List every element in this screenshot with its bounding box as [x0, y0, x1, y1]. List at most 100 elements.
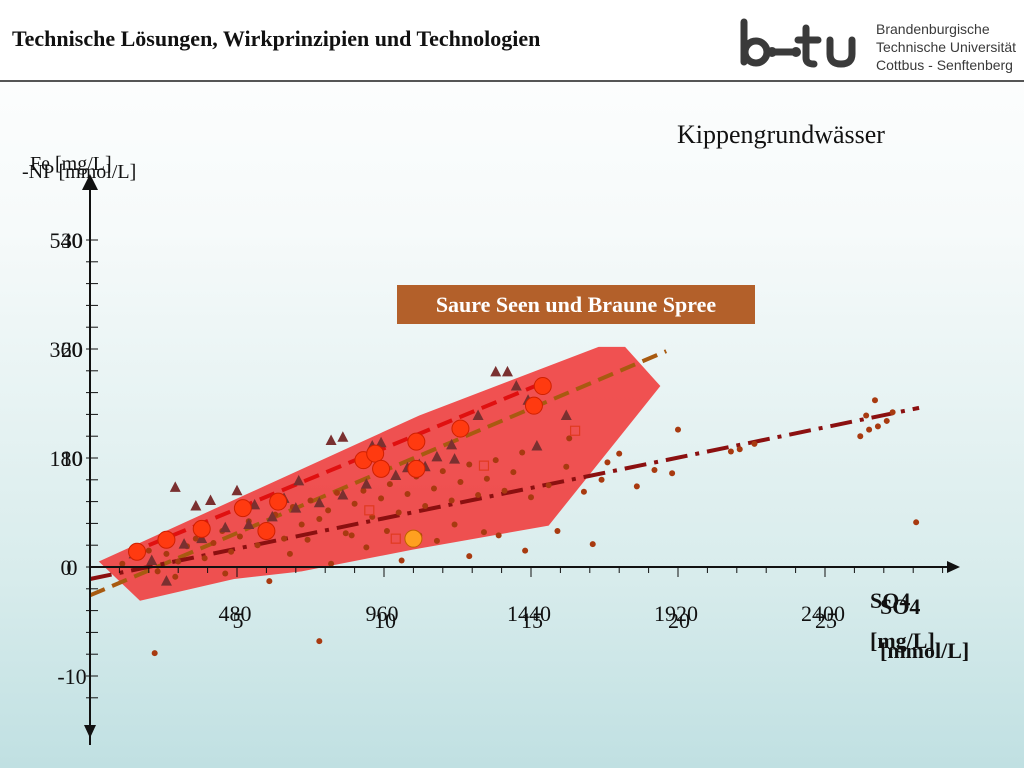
- data-point-circle: [533, 377, 552, 396]
- data-point-triangle: [360, 478, 372, 489]
- data-point-dot: [210, 540, 217, 547]
- y-tick-label-primary: 0: [67, 555, 78, 580]
- data-point-dot: [598, 476, 605, 483]
- y-tick-label-primary: -10: [57, 664, 86, 689]
- y-tick-label-primary: 30: [61, 228, 83, 253]
- data-point-circle: [366, 444, 385, 463]
- data-point-dot: [451, 521, 458, 528]
- x-axis-unit-mg: [mg/L]: [870, 628, 935, 653]
- y-tick-label-secondary: 360: [50, 337, 83, 362]
- x-tick-label-secondary: 1920: [654, 601, 698, 626]
- y-tick-label-secondary: 180: [50, 446, 83, 471]
- data-point-triangle: [160, 575, 172, 586]
- y-axis-label-fe: Fe [mg/L]: [30, 153, 112, 175]
- data-point-circle: [451, 419, 470, 438]
- data-point-triangle: [446, 438, 458, 450]
- y-axis-ticks: -10 0 10 20 30 0 180 360 540: [50, 228, 98, 699]
- btu-logo: [740, 18, 856, 68]
- x-tick-label-primary: 20: [668, 608, 690, 633]
- data-point-dot: [580, 488, 587, 495]
- data-point-dot: [889, 409, 896, 416]
- data-point-dot: [342, 530, 349, 537]
- x-tick-label-secondary: 480: [219, 601, 252, 626]
- data-point-dot: [633, 483, 640, 490]
- data-point-dot: [254, 542, 261, 549]
- data-point-circle: [407, 459, 426, 478]
- data-point-triangle: [431, 450, 443, 462]
- data-point-circle: [192, 519, 211, 538]
- data-point-triangle: [337, 489, 349, 500]
- data-point-triangle: [293, 474, 305, 486]
- data-point-dot: [495, 532, 502, 539]
- data-point-dot: [563, 463, 570, 470]
- data-point-dot: [863, 412, 870, 419]
- data-point-triangle: [169, 481, 181, 492]
- data-point-triangle: [325, 434, 337, 446]
- data-point-dot: [457, 478, 464, 485]
- data-point-triangle: [190, 499, 202, 511]
- data-point-dot: [360, 487, 367, 494]
- data-point-triangle: [449, 453, 461, 464]
- data-point-dot: [316, 516, 323, 523]
- data-point-dot: [163, 550, 170, 557]
- data-point-circle: [157, 530, 176, 549]
- data-point-dot: [448, 497, 455, 504]
- data-point-circle: [257, 522, 276, 541]
- data-point-dot: [727, 448, 734, 455]
- data-point-triangle: [231, 484, 243, 496]
- x-tick-label-primary: 25: [815, 608, 837, 633]
- x-tick-label-secondary: 2400: [801, 601, 845, 626]
- data-point-dot: [439, 468, 446, 475]
- y-tick-label-secondary: 540: [50, 228, 83, 253]
- data-point-dot: [669, 470, 676, 477]
- data-point-dot: [222, 570, 229, 577]
- data-point-dot: [857, 433, 864, 440]
- annotation-box: [397, 285, 755, 324]
- data-point-dot: [554, 528, 561, 535]
- data-point-dot: [325, 507, 332, 514]
- slide-header: Technische Lösungen, Wirkprinzipien und …: [0, 0, 1024, 82]
- x-label-secondary: SO4: [870, 588, 910, 613]
- data-point-square: [390, 533, 401, 544]
- data-point-dot: [395, 509, 402, 516]
- y-tick-label-primary: 20: [61, 337, 83, 362]
- data-point-circle: [372, 459, 391, 478]
- data-point-dot: [298, 521, 305, 528]
- data-point-dot: [386, 481, 393, 488]
- data-point-dot: [736, 446, 743, 453]
- x-tick-label-primary: 10: [374, 608, 396, 633]
- data-point-dot: [430, 485, 437, 492]
- data-point-triangle: [390, 469, 402, 480]
- data-point-dot: [228, 548, 235, 555]
- data-point-square: [364, 505, 375, 516]
- data-point-triangle: [510, 380, 522, 391]
- data-point-dot: [351, 500, 358, 507]
- data-point-dot: [398, 557, 405, 564]
- x-tick-label-secondary: 1440: [507, 601, 551, 626]
- data-point-dot: [422, 502, 429, 509]
- data-point-triangle: [290, 502, 302, 513]
- data-point-dot: [192, 535, 199, 542]
- annotation-label: Saure Seen und Braune Spree: [436, 292, 717, 317]
- data-point-triangle: [178, 538, 190, 549]
- data-point-dot: [528, 494, 534, 501]
- data-point-dot: [589, 541, 596, 548]
- data-point-dot: [519, 449, 526, 456]
- chart-title: Kippengrundwässer: [677, 120, 885, 149]
- x-axis-label-so4-mg: SO4: [870, 588, 910, 613]
- data-point-circle: [233, 499, 252, 518]
- data-point-dot: [316, 638, 323, 645]
- data-point-triangle: [560, 409, 572, 420]
- x-tick-label-primary: 5: [233, 608, 244, 633]
- x-axis-unit-mmol: [mmol/L]: [880, 638, 969, 663]
- data-point-triangle: [313, 496, 325, 508]
- data-point-dot: [172, 573, 179, 580]
- data-point-dot: [480, 529, 487, 536]
- data-point-dot: [363, 544, 370, 551]
- y-axis-down-arrow-icon: [84, 725, 96, 738]
- y-tick-label-secondary: 0: [61, 555, 72, 580]
- data-point-dot: [545, 482, 552, 489]
- data-point-dot: [871, 397, 878, 404]
- data-point-dot: [751, 440, 758, 447]
- data-point-circle-orange: [404, 529, 423, 548]
